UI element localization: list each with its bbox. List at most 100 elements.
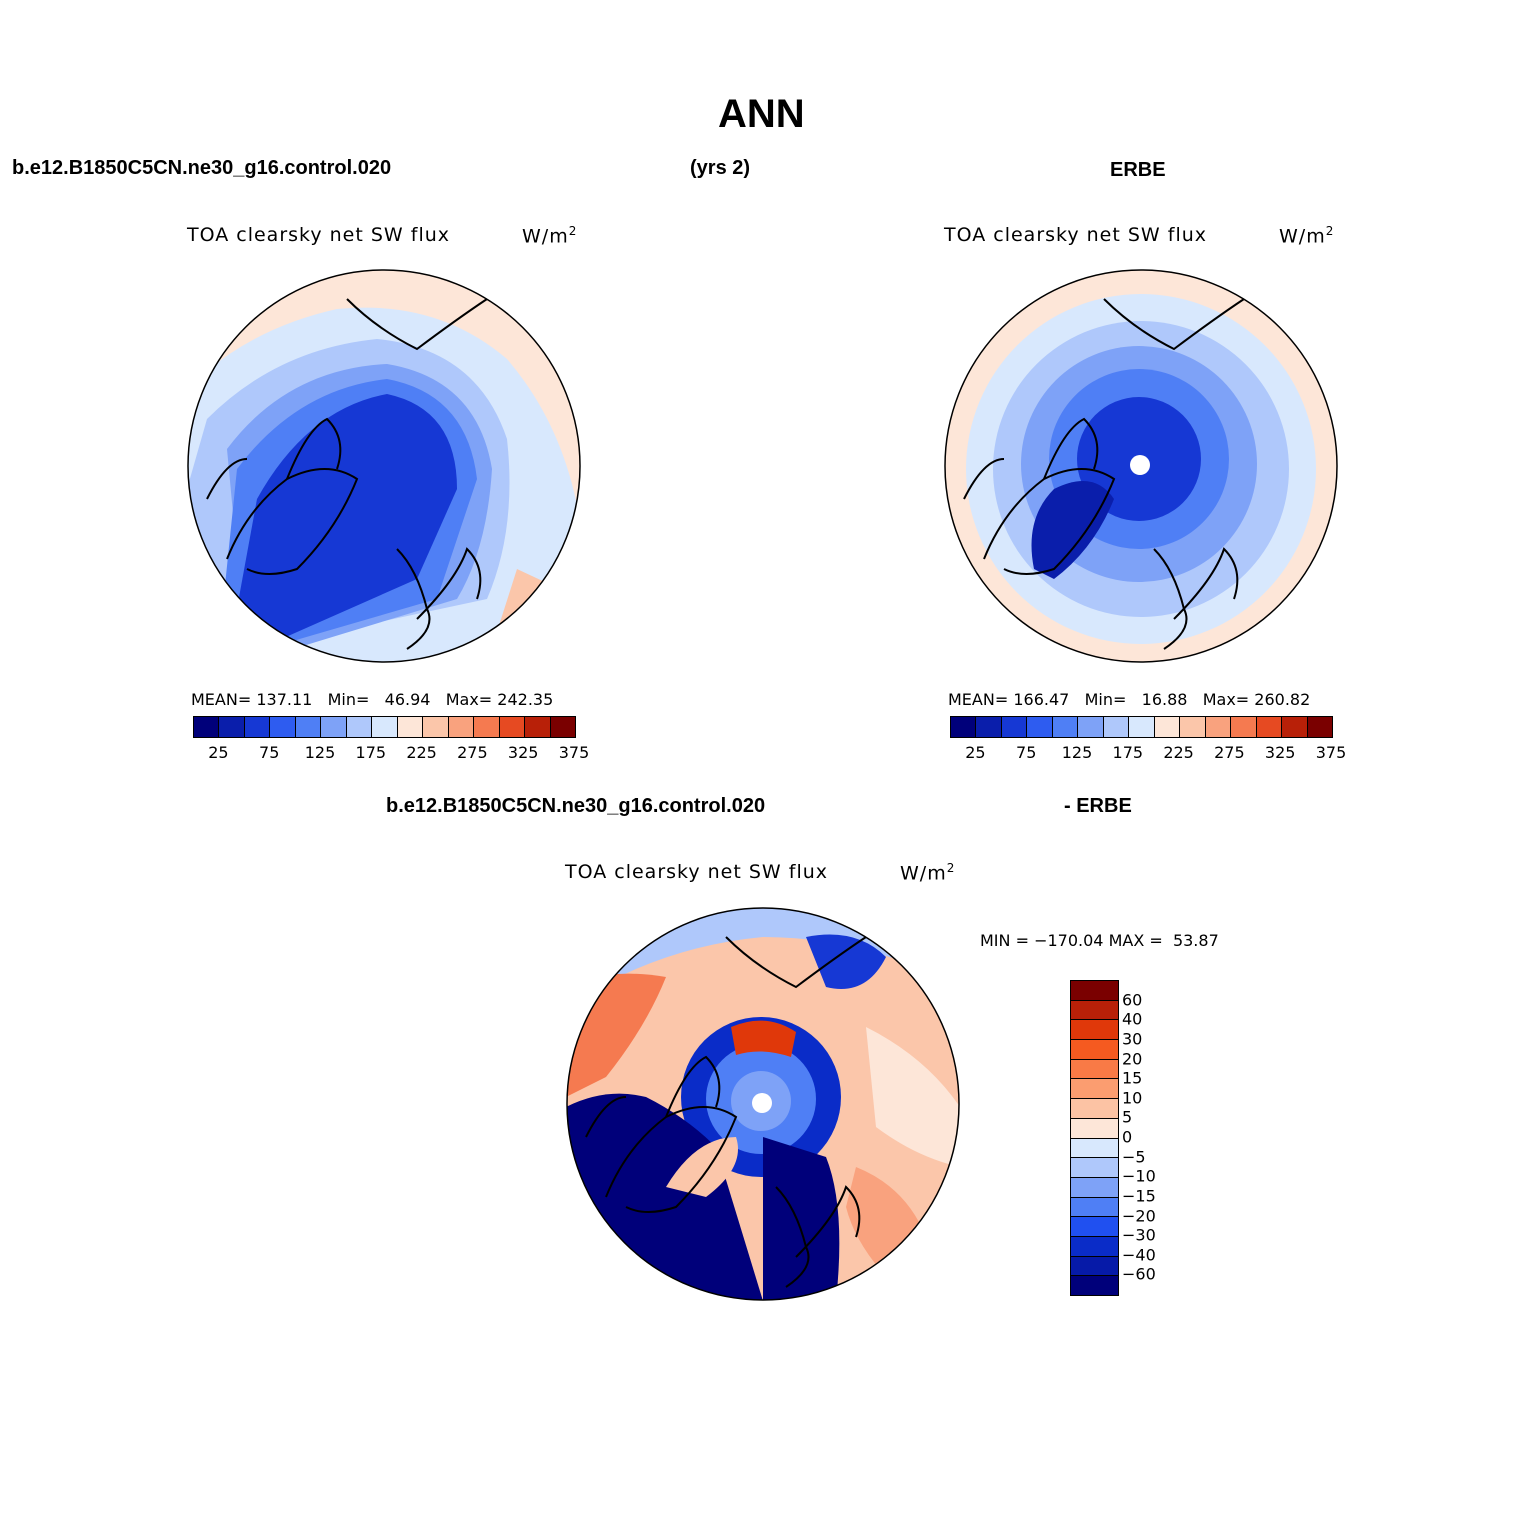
colorbar-tick-label: 375: [1315, 743, 1347, 762]
colorbar-box: [321, 717, 347, 737]
colorbar-box: [1154, 717, 1181, 737]
colorbar-tick-label: 325: [507, 743, 539, 762]
colorbar-box: [1071, 1158, 1118, 1178]
years-label: (yrs 2): [690, 157, 751, 179]
colorbar-tick-label: −20: [1122, 1206, 1156, 1225]
colorbar-box: [346, 717, 373, 737]
colorbar-tick-label: 0: [1122, 1127, 1133, 1147]
model-colorbar: [193, 716, 576, 738]
colorbar-tick-label: −10: [1122, 1166, 1156, 1186]
colorbar-tick-label: −15: [1122, 1186, 1156, 1206]
colorbar-box: [1071, 1059, 1118, 1080]
colorbar-box: [194, 717, 220, 737]
colorbar-box: [1001, 717, 1028, 737]
obs-colorbar-ticks: 25 75 125 175 225 275 325 375: [950, 743, 1346, 763]
colorbar-tick-label: 125: [304, 743, 336, 762]
colorbar-box: [1078, 717, 1104, 737]
colorbar-box: [1180, 717, 1206, 737]
colorbar-box: [474, 717, 500, 737]
colorbar-box: [397, 717, 424, 737]
colorbar-box: [1071, 1138, 1118, 1159]
colorbar-box: [1205, 717, 1232, 737]
colorbar-box: [1071, 981, 1118, 1001]
colorbar-tick-label: 60: [1122, 990, 1143, 1010]
colorbar-box: [1071, 1217, 1118, 1237]
colorbar-box: [1282, 717, 1308, 737]
colorbar-tick-label: 125: [1061, 743, 1093, 762]
model-units: W/m2: [522, 224, 578, 248]
colorbar-tick-label: 75: [1016, 743, 1037, 762]
diff-obs-label: - ERBE: [1064, 795, 1132, 817]
colorbar-box: [525, 717, 551, 737]
colorbar-tick-label: 75: [259, 743, 280, 762]
colorbar-box: [219, 717, 245, 737]
colorbar-box: [1071, 1177, 1118, 1198]
colorbar-box: [1307, 717, 1333, 737]
colorbar-box: [1027, 717, 1053, 737]
diff-colorbar-ticks: 60 40 30 20 15 10 5 0 −5 −10 −15 −20 −30 −40 −60: [1122, 980, 1182, 1294]
colorbar-tick-label: 30: [1122, 1029, 1143, 1049]
colorbar-box: [1071, 1236, 1118, 1257]
colorbar-tick-label: 275: [457, 743, 488, 762]
colorbar-box: [1071, 1020, 1118, 1041]
colorbar-tick-label: 225: [1163, 743, 1194, 762]
colorbar-box: [1071, 1197, 1118, 1218]
colorbar-tick-label: −60: [1122, 1264, 1156, 1284]
colorbar-box: [1071, 1099, 1118, 1119]
colorbar-box: [951, 717, 977, 737]
colorbar-box: [976, 717, 1002, 737]
colorbar-tick-label: −5: [1122, 1147, 1146, 1167]
colorbar-box: [499, 717, 526, 737]
case-label: b.e12.B1850C5CN.ne30_g16.control.020: [12, 157, 392, 179]
colorbar-box: [1129, 717, 1155, 737]
colorbar-tick-label: −40: [1122, 1245, 1156, 1265]
colorbar-box: [1071, 1256, 1118, 1277]
diff-units: W/m2: [900, 861, 956, 885]
colorbar-box: [423, 717, 449, 737]
obs-colorbar: [950, 716, 1333, 738]
colorbar-tick-label: 25: [965, 743, 986, 762]
colorbar-box: [1071, 1118, 1118, 1139]
colorbar-tick-label: 325: [1264, 743, 1296, 762]
colorbar-tick-label: 275: [1214, 743, 1245, 762]
colorbar-tick-label: 5: [1122, 1107, 1133, 1127]
colorbar-box: [270, 717, 296, 737]
obs-stats: MEAN= 166.47 Min= 16.88 Max= 260.82: [948, 690, 1311, 709]
colorbar-tick-label: 375: [558, 743, 590, 762]
obs-polar-map: [944, 269, 1338, 663]
colorbar-tick-label: 20: [1122, 1049, 1143, 1068]
colorbar-box: [1103, 717, 1130, 737]
diff-colorbar: [1070, 980, 1119, 1296]
diff-polar-map: [566, 907, 960, 1301]
colorbar-tick-label: 225: [406, 743, 437, 762]
colorbar-box: [244, 717, 271, 737]
colorbar-tick-label: 15: [1122, 1068, 1143, 1088]
colorbar-box: [448, 717, 475, 737]
colorbar-box: [1071, 1079, 1118, 1100]
colorbar-tick-label: 175: [1112, 743, 1144, 762]
colorbar-box: [1231, 717, 1257, 737]
obs-label: ERBE: [1110, 159, 1166, 181]
diff-case-label: b.e12.B1850C5CN.ne30_g16.control.020: [386, 795, 766, 817]
colorbar-box: [1071, 1000, 1118, 1021]
obs-units: W/m2: [1279, 224, 1335, 248]
colorbar-tick-label: −30: [1122, 1225, 1156, 1245]
obs-variable-title: TOA clearsky net SW flux: [944, 224, 1208, 246]
colorbar-tick-label: 25: [208, 743, 229, 762]
model-stats: MEAN= 137.11 Min= 46.94 Max= 242.35: [191, 690, 554, 709]
colorbar-box: [1256, 717, 1283, 737]
model-colorbar-ticks: 25 75 125 175 225 275 325 375: [193, 743, 589, 763]
model-polar-map: [187, 269, 581, 663]
colorbar-box: [1052, 717, 1079, 737]
diff-variable-title: TOA clearsky net SW flux: [565, 861, 829, 883]
diff-stats: MIN = −170.04 MAX = 53.87: [980, 931, 1219, 950]
colorbar-tick-label: 40: [1122, 1009, 1143, 1029]
colorbar-box: [1071, 1276, 1118, 1295]
colorbar-tick-label: 10: [1122, 1088, 1143, 1108]
figure-title: ANN: [718, 92, 805, 136]
colorbar-box: [1071, 1040, 1118, 1060]
model-variable-title: TOA clearsky net SW flux: [187, 224, 451, 246]
colorbar-box: [295, 717, 322, 737]
colorbar-box: [372, 717, 398, 737]
colorbar-box: [550, 717, 576, 737]
